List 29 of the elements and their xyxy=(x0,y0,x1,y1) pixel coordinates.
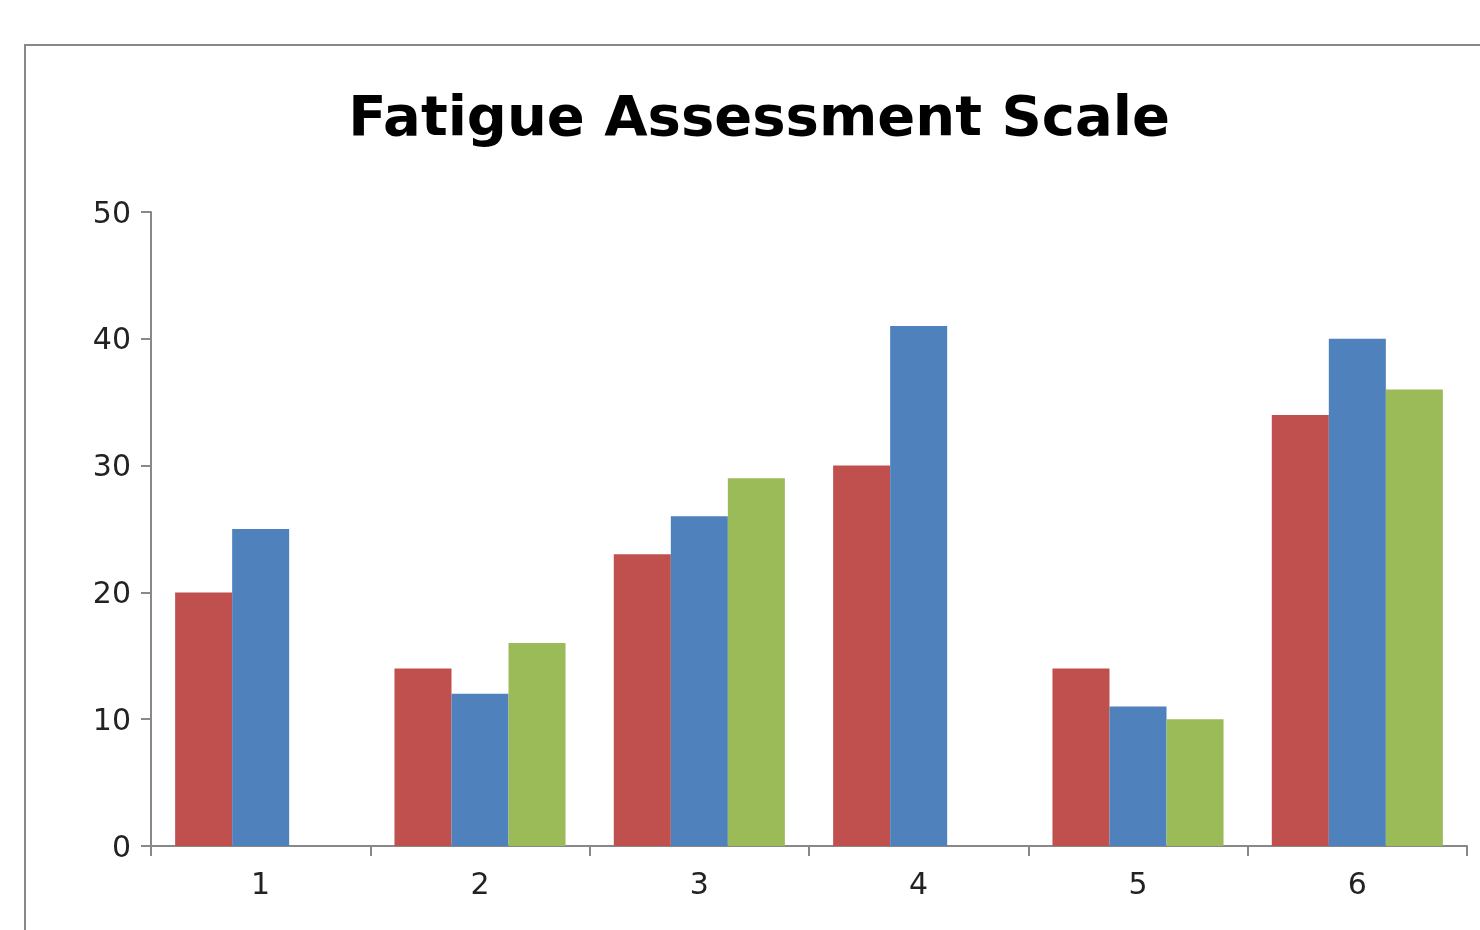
bar xyxy=(175,592,233,846)
x-tick-label: 6 xyxy=(1347,865,1367,901)
x-tick-label: 2 xyxy=(470,865,490,901)
bar xyxy=(451,693,509,846)
bar xyxy=(1385,389,1443,846)
bar xyxy=(890,326,948,846)
bar xyxy=(670,516,728,846)
x-tick-label: 3 xyxy=(689,865,709,901)
y-tick-label: 50 xyxy=(92,194,131,230)
y-tick-label: 30 xyxy=(92,448,131,484)
bar xyxy=(232,529,290,846)
bar xyxy=(508,643,566,846)
bar xyxy=(1166,719,1224,846)
bar xyxy=(394,668,452,846)
bar xyxy=(833,465,891,846)
bar xyxy=(1109,706,1167,846)
bar xyxy=(1052,668,1110,846)
x-tick-label: 5 xyxy=(1128,865,1148,901)
bar xyxy=(727,478,785,846)
y-tick-label: 10 xyxy=(92,701,131,737)
y-tick-label: 0 xyxy=(111,828,131,864)
bar xyxy=(613,554,671,846)
x-tick-label: 4 xyxy=(909,865,929,901)
y-tick-label: 40 xyxy=(92,321,131,357)
chart-title: Fatigue Assessment Scale xyxy=(348,82,1170,148)
bar xyxy=(1271,414,1329,846)
bar xyxy=(1328,338,1386,846)
x-tick-label: 1 xyxy=(251,865,271,901)
y-tick-label: 20 xyxy=(92,574,131,610)
